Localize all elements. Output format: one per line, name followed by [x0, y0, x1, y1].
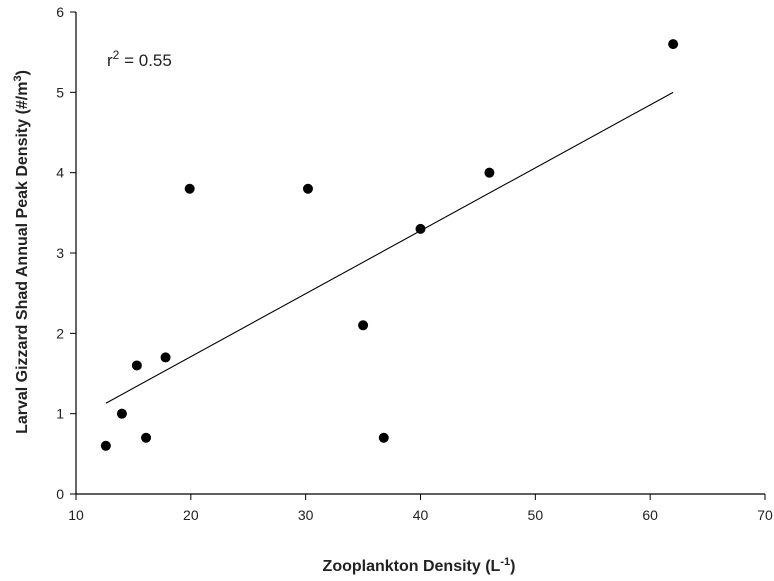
x-tick-label: 40: [413, 507, 429, 523]
data-point: [141, 432, 152, 443]
data-point: [378, 432, 389, 443]
y-tick-label: 3: [56, 245, 64, 261]
y-tick-label: 5: [56, 84, 64, 100]
x-axis-title: Zooplankton Density (L-1): [323, 556, 516, 575]
r-squared-annotation: r2 = 0.55: [107, 48, 172, 70]
y-tick-label: 2: [56, 325, 64, 341]
y-tick-label: 1: [56, 406, 64, 422]
data-point: [184, 183, 195, 194]
data-point: [131, 360, 142, 371]
data-point: [358, 320, 369, 331]
y-tick-label: 6: [56, 4, 64, 20]
axes: [75, 12, 765, 495]
data-point: [668, 39, 679, 50]
data-point: [484, 167, 495, 178]
y-tick-label: 0: [56, 486, 64, 502]
trendline-layer: [105, 91, 674, 404]
y-tick-label: 4: [56, 165, 64, 181]
data-point: [302, 183, 313, 194]
x-tick-label: 60: [642, 507, 658, 523]
regression-line: [105, 91, 674, 404]
data-point: [116, 408, 127, 419]
data-points: [100, 39, 679, 451]
x-tick-label: 20: [183, 507, 199, 523]
data-point: [100, 440, 111, 451]
data-point: [415, 223, 426, 234]
y-axis-ticks: 0 1 2 3 4 5 6: [56, 4, 76, 502]
x-tick-label: 30: [298, 507, 314, 523]
x-tick-label: 50: [528, 507, 544, 523]
data-point: [160, 352, 171, 363]
x-tick-label: 10: [68, 507, 84, 523]
y-axis-title: Larval Gizzard Shad Annual Peak Density …: [12, 70, 31, 434]
x-axis-ticks: 10 20 30 40 50 60 70: [68, 494, 773, 523]
x-tick-label: 70: [757, 507, 773, 523]
